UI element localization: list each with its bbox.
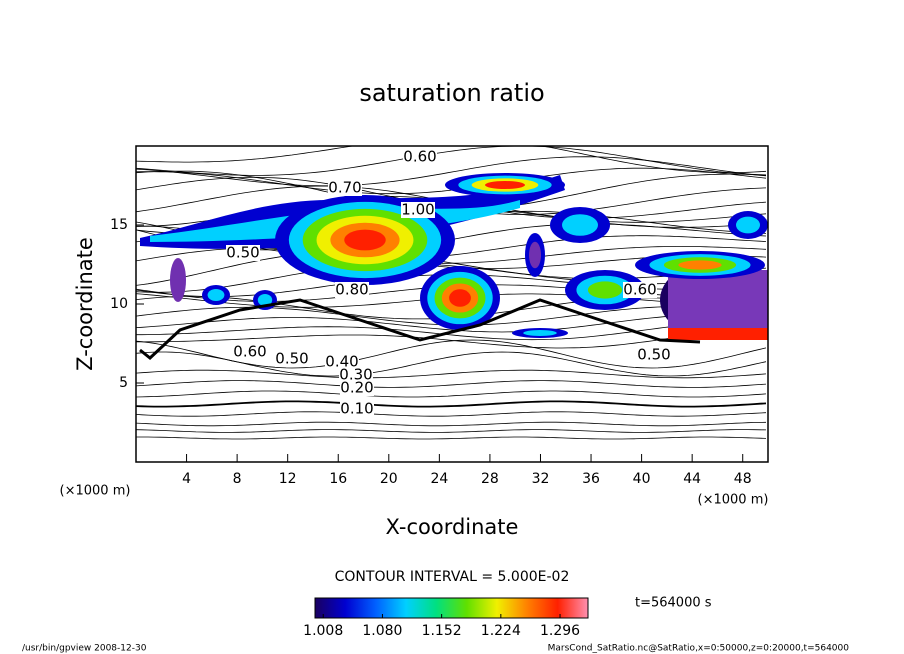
- contour-label: 1.00: [401, 201, 434, 219]
- footer-right: MarsCond_SatRatio.nc@SatRatio,x=0:50000,…: [548, 644, 850, 654]
- y-tick-label: 15: [110, 217, 128, 233]
- x-tick-label: 20: [380, 471, 398, 487]
- saturated-region: [207, 289, 225, 301]
- contour-line: [136, 436, 767, 440]
- y-tick-label: 10: [110, 296, 128, 312]
- contour-line: [136, 400, 767, 408]
- x-tick-label: 12: [279, 471, 297, 487]
- contour-label: 0.20: [340, 379, 373, 397]
- contour-label-bg: [328, 180, 362, 196]
- contour-label-bg: [340, 401, 374, 417]
- contour-label: 0.40: [325, 353, 358, 371]
- contour-label: 0.30: [339, 366, 372, 384]
- contour-label-bg: [233, 344, 267, 360]
- saturated-region: [668, 328, 768, 340]
- colorbar-tick-label: 1.152: [422, 623, 462, 639]
- contour-label: 0.70: [328, 179, 361, 197]
- saturated-region: [587, 281, 623, 299]
- contour-line: [136, 263, 767, 293]
- y-axis-title: Z-coordinate: [73, 237, 97, 371]
- contour-line: [136, 390, 767, 398]
- contour-line: [136, 146, 767, 174]
- contour-label: 0.60: [403, 148, 436, 166]
- x-tick-label: 8: [233, 471, 242, 487]
- contour-label-bg: [226, 245, 260, 261]
- colorbar-tick-label: 1.008: [303, 623, 343, 639]
- saturated-region: [562, 214, 598, 236]
- saturated-region: [736, 216, 760, 234]
- contour-label-bg: [339, 367, 373, 383]
- contour-line: [136, 314, 767, 333]
- contour-line: [136, 429, 767, 433]
- contour-line: [136, 421, 767, 427]
- x-tick-label: 48: [734, 471, 752, 487]
- contour-label-bg: [637, 347, 671, 363]
- colorbar-tick-label: 1.080: [362, 623, 402, 639]
- contour-line: [136, 339, 767, 369]
- contour-line: [136, 369, 767, 379]
- contour-label-bg: [340, 380, 374, 396]
- contour-interval: CONTOUR INTERVAL = 5.000E-02: [335, 569, 570, 585]
- contour-label: 0.50: [275, 350, 308, 368]
- contour-label: 0.80: [335, 281, 368, 299]
- contour-label-bg: [623, 282, 657, 298]
- contour-label-bg: [403, 149, 437, 165]
- contour-label-bg: [335, 282, 369, 298]
- time-label: t=564000 s: [635, 596, 712, 611]
- cloud-edge: [139, 298, 701, 360]
- x-tick-label: 40: [633, 471, 651, 487]
- x-tick-label: 44: [683, 471, 701, 487]
- y-unit: (×1000 m): [60, 484, 131, 499]
- saturated-region: [523, 330, 557, 336]
- x-unit: (×1000 m): [698, 493, 769, 508]
- contour-label-bg: [275, 351, 309, 367]
- contour-label: 0.60: [233, 343, 266, 361]
- contour-label: 0.10: [340, 400, 373, 418]
- colorbar-tick-label: 1.224: [481, 623, 521, 639]
- saturated-region: [529, 241, 541, 269]
- contour-line: [136, 321, 767, 341]
- x-tick-label: 4: [182, 471, 191, 487]
- saturated-region: [344, 229, 386, 251]
- contour-line: [136, 380, 767, 388]
- contour-line: [136, 156, 767, 187]
- chart-title: saturation ratio: [359, 79, 544, 107]
- x-axis-title: X-coordinate: [386, 515, 519, 539]
- contour-label: 0.50: [226, 244, 259, 262]
- x-tick-label: 32: [532, 471, 550, 487]
- contour-label: 0.60: [623, 281, 656, 299]
- saturated-region: [170, 258, 186, 302]
- contour-line: [136, 146, 767, 176]
- y-tick-label: 5: [119, 375, 128, 391]
- contour-label-bg: [401, 202, 435, 218]
- x-tick-label: 28: [481, 471, 499, 487]
- colorbar: [314, 597, 589, 619]
- x-tick-label: 16: [329, 471, 347, 487]
- saturated-region: [678, 260, 722, 270]
- saturated-region: [485, 181, 525, 189]
- saturated-region: [257, 294, 273, 306]
- colorbar-tick-label: 1.296: [540, 623, 580, 639]
- saturated-region: [449, 289, 471, 307]
- x-tick-label: 24: [430, 471, 448, 487]
- contour-label: 0.50: [637, 346, 670, 364]
- contour-label-bg: [325, 354, 359, 370]
- x-tick-label: 36: [582, 471, 600, 487]
- contour-line: [136, 411, 767, 417]
- footer-left: /usr/bin/gpview 2008-12-30: [22, 644, 147, 654]
